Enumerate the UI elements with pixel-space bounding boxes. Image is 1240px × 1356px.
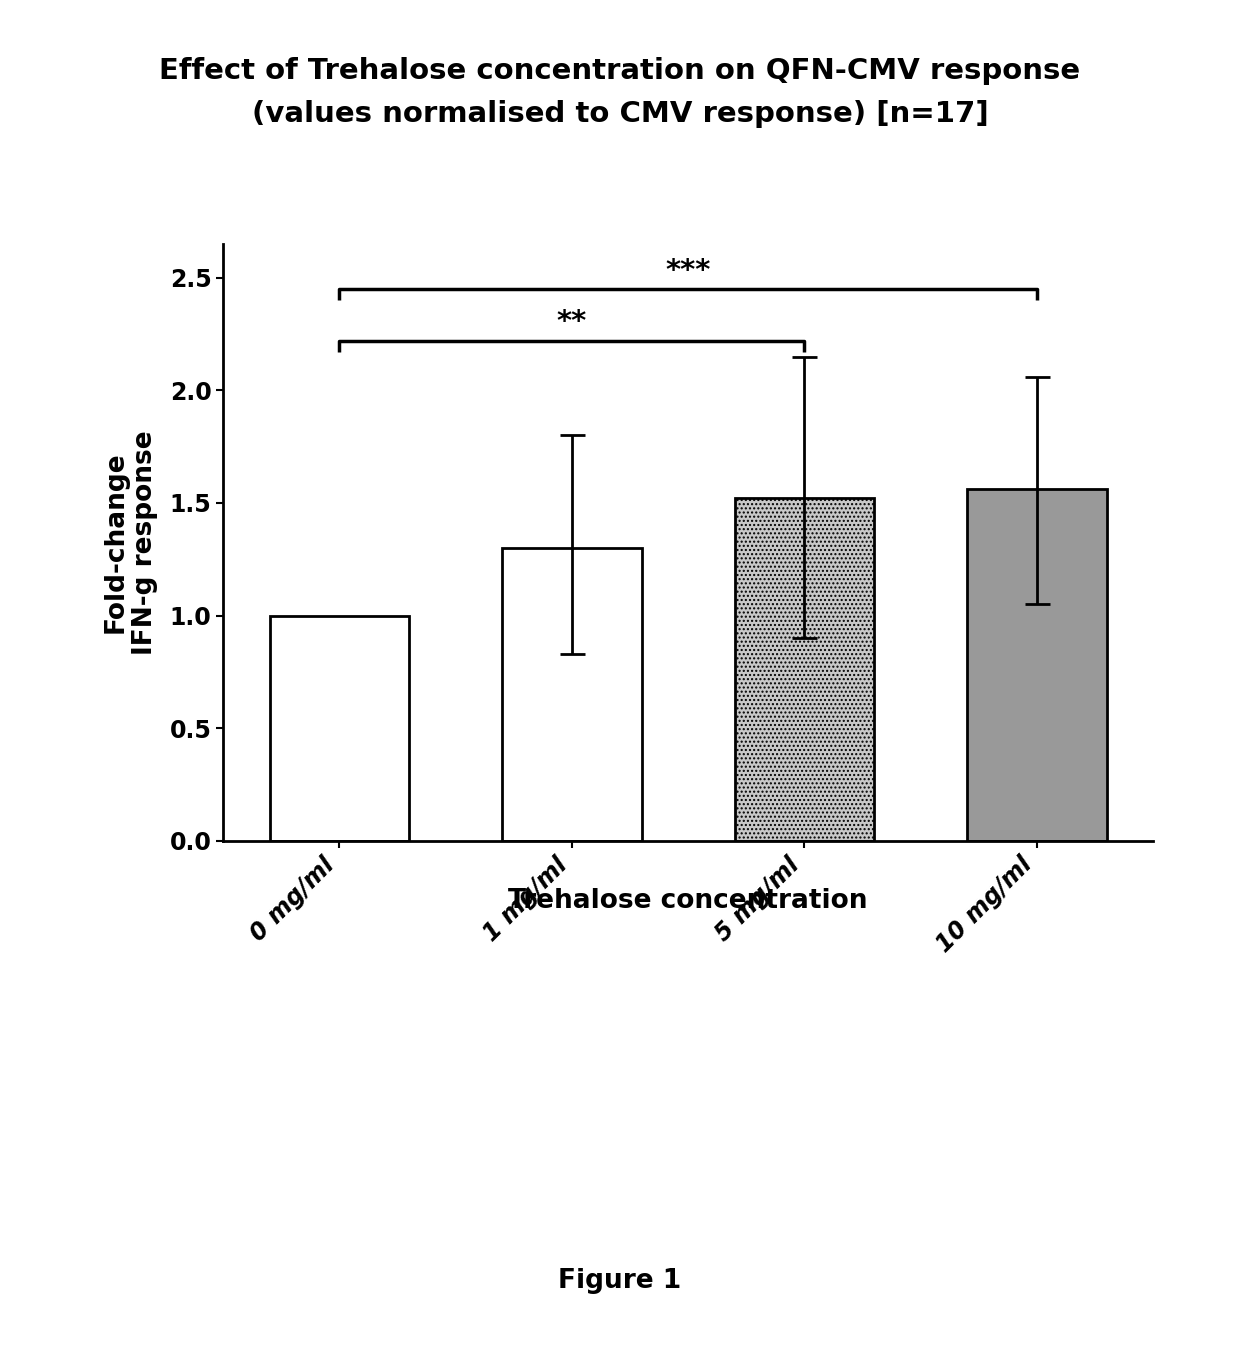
Bar	[967, 490, 1106, 841]
Text: Trehalose concentration: Trehalose concentration	[508, 888, 868, 914]
Bar	[734, 499, 874, 841]
Text: (values normalised to CMV response) [n=17]: (values normalised to CMV response) [n=1…	[252, 100, 988, 129]
Text: Effect of Trehalose concentration on QFN-CMV response: Effect of Trehalose concentration on QFN…	[160, 57, 1080, 85]
Bar	[269, 616, 409, 841]
Text: ***: ***	[666, 256, 711, 285]
Text: **: **	[557, 308, 587, 336]
Bar	[502, 548, 641, 841]
Text: Figure 1: Figure 1	[558, 1268, 682, 1295]
Y-axis label: Fold-change
IFN-g response: Fold-change IFN-g response	[103, 430, 159, 655]
